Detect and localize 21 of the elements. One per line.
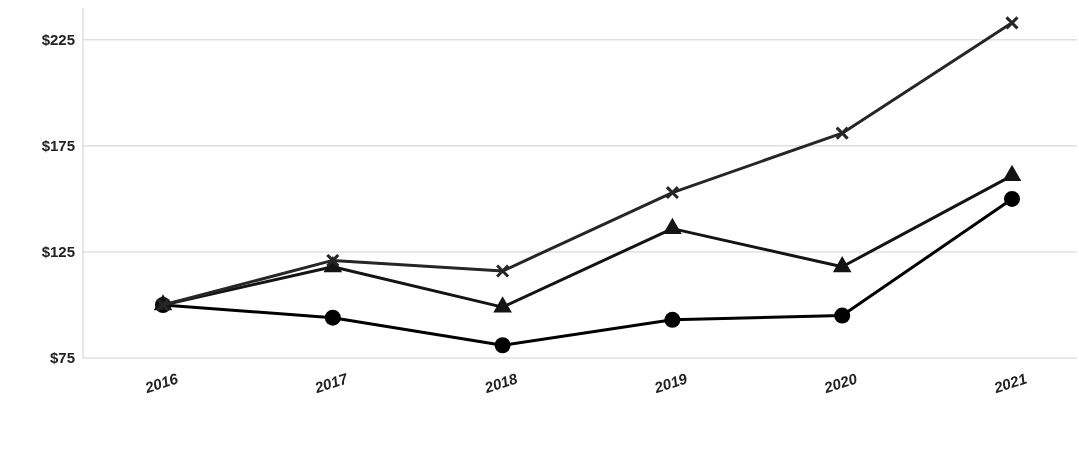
point (665, 185, 680, 200)
y-tick-label: $225 (41, 31, 75, 49)
point (495, 264, 510, 279)
y-tick-label: $75 (49, 349, 75, 367)
x-tick-label: 2016 (141, 369, 181, 397)
x-tick-label: 2018 (481, 369, 521, 397)
point (324, 309, 341, 326)
point (325, 253, 340, 268)
point (664, 311, 681, 328)
y-tick-label: $125 (41, 243, 75, 261)
point (1004, 190, 1020, 207)
x-tick-label: 2017 (311, 369, 351, 397)
y-tick-label: $175 (41, 137, 75, 155)
point (834, 307, 851, 324)
point (1005, 15, 1019, 30)
point (835, 126, 850, 141)
x-tick-label: 2019 (651, 369, 690, 397)
point (832, 256, 852, 273)
x-tick-label: 2020 (821, 369, 860, 397)
point (494, 337, 511, 354)
x-tick-label: 2021 (990, 369, 1029, 397)
